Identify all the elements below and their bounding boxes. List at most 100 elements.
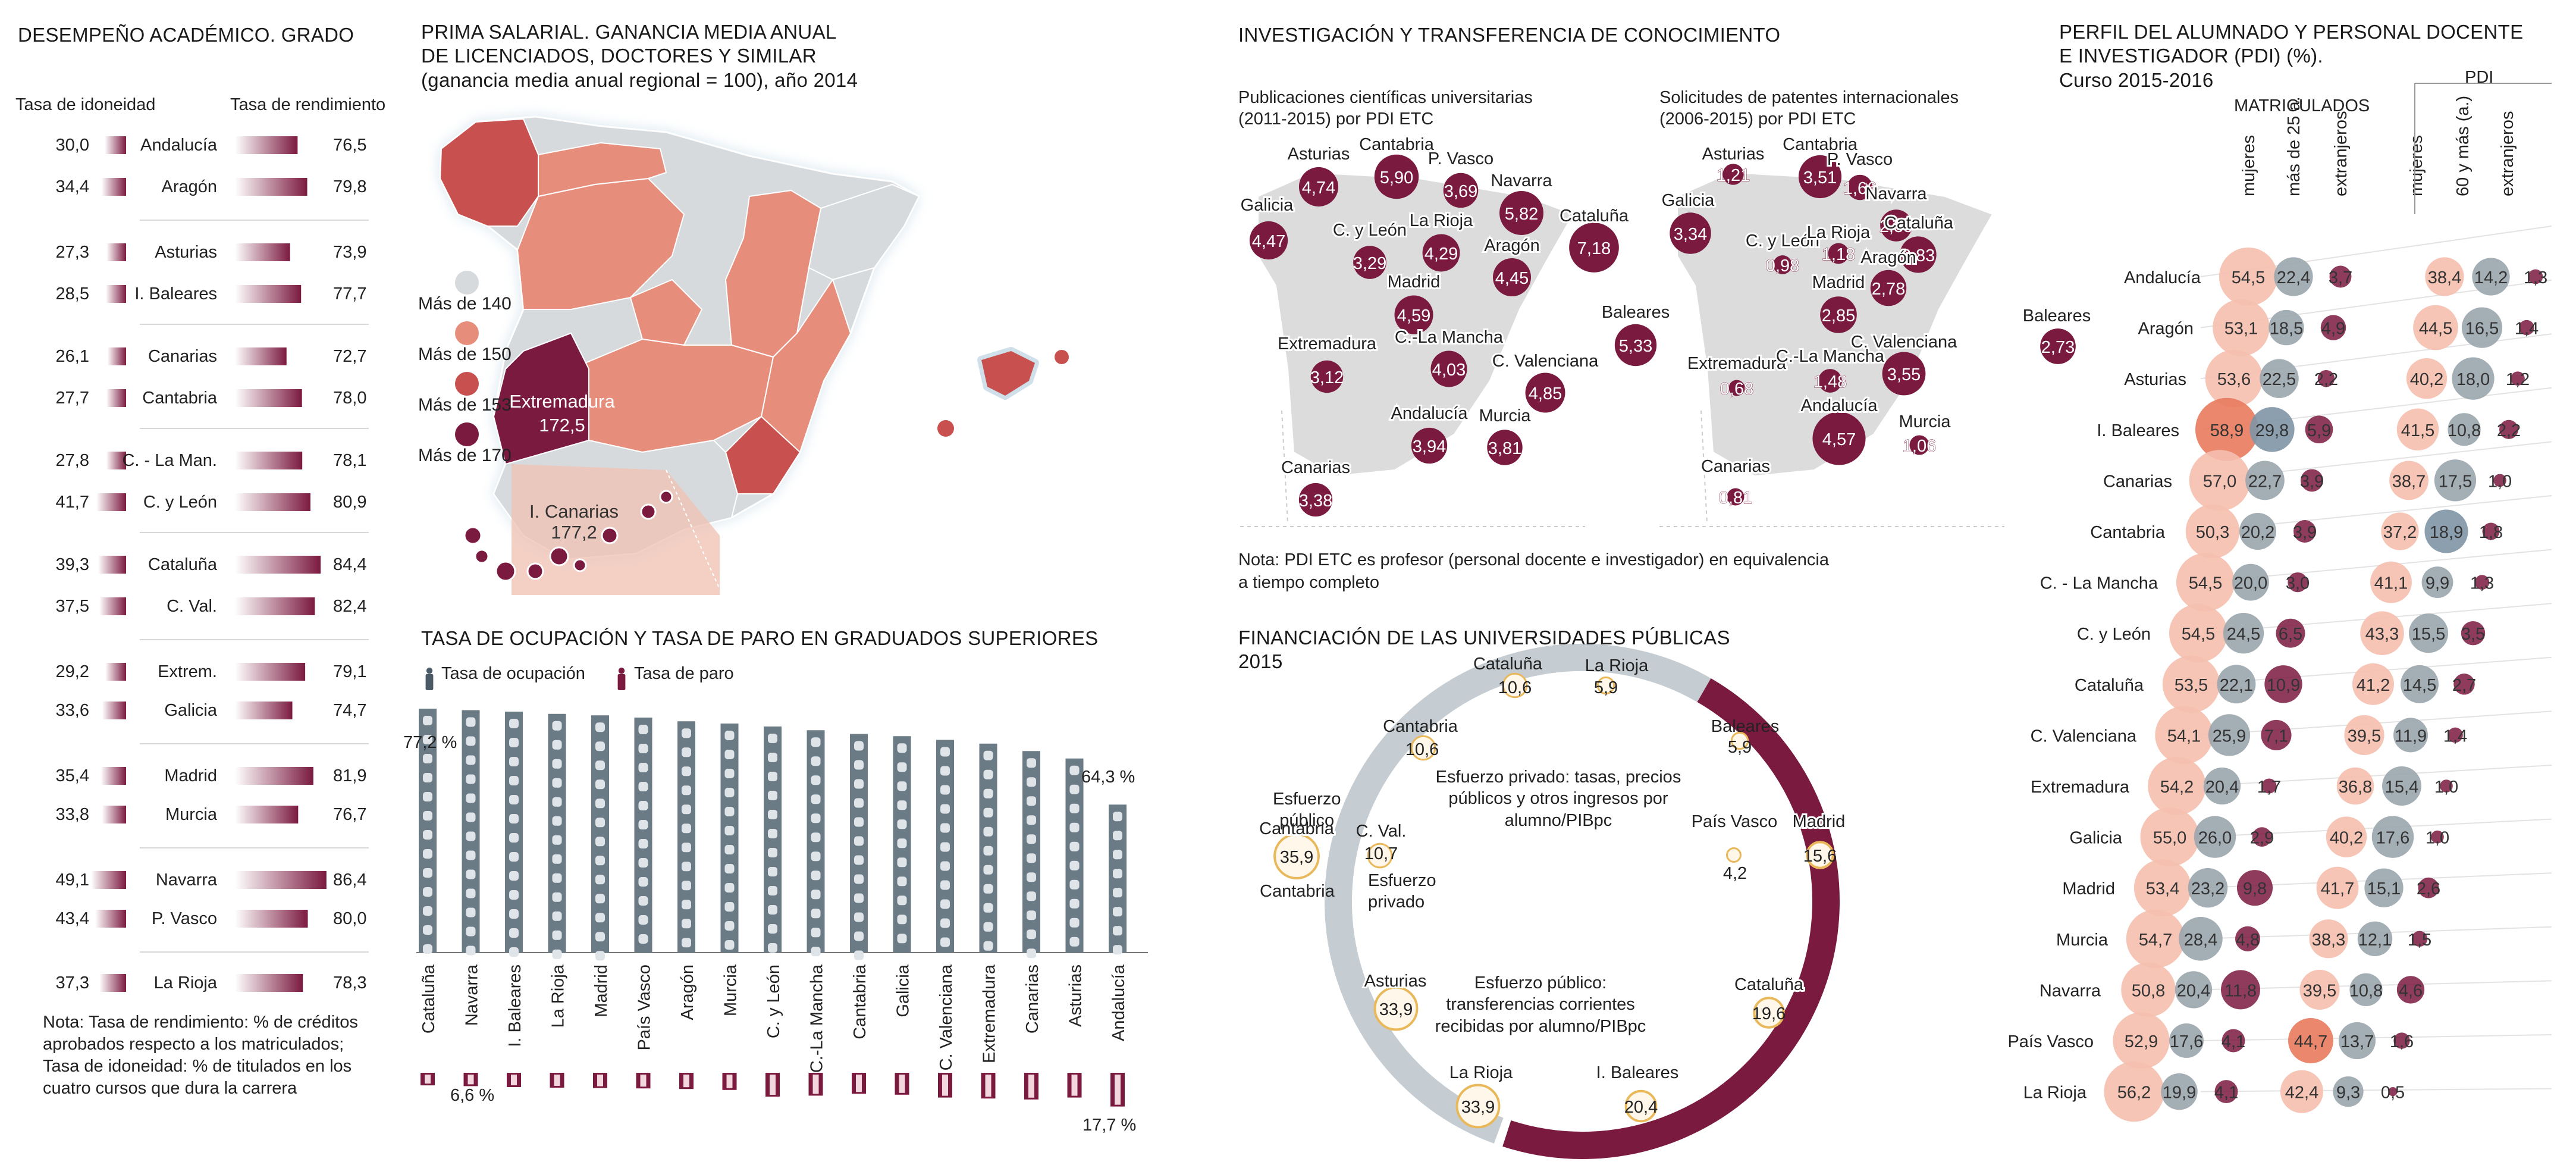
occupation-bar-texture [423, 944, 432, 954]
public-effort-arc [1502, 678, 1840, 1159]
profile-bubble-chart: mujeres más de 25 a. extranjeros mujeres 60 … [2007, 83, 2552, 1122]
occupation-bar-texture [1027, 758, 1036, 768]
profile-value: 1,5 [2408, 931, 2431, 950]
occupation-bar-texture [466, 850, 476, 860]
occupation-bar-texture [638, 839, 648, 848]
profile-gridline [2200, 1088, 2552, 1092]
s1-col2-header: Tasa de rendimiento [230, 95, 386, 114]
profile-region-label: Andalucía [2124, 268, 2201, 287]
public-point-value: 15,6 [1803, 847, 1837, 866]
idoneidad-bar [99, 974, 126, 992]
profile-value: 54,2 [2160, 778, 2194, 797]
profile-column-header: mujeres [2407, 135, 2426, 196]
occupation-bar-texture [682, 862, 691, 872]
region-label: Asturias [155, 243, 217, 262]
s1-note: Nota: Tasa de rendimiento: % de créditos… [43, 1013, 358, 1098]
occupation-bar-texture [423, 792, 432, 801]
publication-value: 4,03 [1432, 361, 1466, 380]
rendimiento-value: 76,5 [333, 136, 366, 155]
profile-bubble [2528, 269, 2543, 284]
patent-value: 2,85 [1822, 306, 1855, 325]
occupation-bar-texture [811, 851, 821, 862]
occupation-bar-texture [1113, 926, 1122, 936]
occupation-bar-texture [552, 930, 562, 940]
region-label: Canarias [148, 347, 217, 366]
profile-region-label: Extremadura [2031, 778, 2130, 797]
profile-value: 18,0 [2456, 370, 2490, 389]
occupation-bar-texture [1027, 872, 1036, 882]
occupation-bar-texture [638, 877, 648, 887]
profile-bubble [2452, 357, 2495, 400]
profile-value: 38,4 [2428, 268, 2461, 287]
occupation-bar-texture [768, 943, 777, 953]
occupation-bar-texture [466, 945, 476, 956]
profile-value: 3,5 [2461, 625, 2485, 644]
profile-bubble [2219, 247, 2278, 306]
profile-bubble [2474, 575, 2490, 590]
profile-bubble [2288, 1018, 2333, 1063]
publication-region-label: Andalucía [1391, 404, 1469, 423]
profile-bubble [2261, 778, 2277, 794]
profile-bubble [2133, 859, 2192, 917]
s2-title: PRIMA SALARIAL. GANANCIA MEDIA ANUAL DE … [421, 21, 858, 91]
profile-bubble [2126, 909, 2185, 969]
occupation-bar-texture [423, 811, 432, 821]
profile-value: 16,5 [2465, 320, 2499, 339]
occupation-bar-texture [897, 876, 907, 887]
profile-value: 1,4 [2515, 320, 2539, 339]
occupation-bar [720, 724, 739, 953]
s3-title: TASA DE OCUPACIÓN Y TASA DE PARO EN GRAD… [421, 627, 1099, 649]
occupation-bar-texture [854, 931, 864, 941]
s3-legend-unemployment: Tasa de paro [634, 664, 734, 683]
rendimiento-value: 80,0 [333, 909, 366, 928]
idoneidad-bar [105, 136, 126, 154]
occupation-bar-texture [509, 738, 519, 747]
profile-column-header: mujeres [2239, 135, 2258, 196]
canarias-island [463, 526, 482, 545]
rendimiento-bar [235, 243, 290, 261]
idoneidad-value: 26,1 [56, 347, 89, 366]
occupation-bar-texture [1113, 812, 1122, 822]
profile-bubble [2421, 566, 2453, 599]
idoneidad-value: 35,4 [56, 766, 89, 785]
unemployment-bar-texture [554, 1075, 560, 1086]
publication-region-label: Murcia [1479, 406, 1531, 425]
occupation-bar-texture [552, 778, 562, 788]
occupation-bar-texture [940, 880, 950, 890]
occupation-bar-texture [983, 884, 993, 894]
private-point-marker [1410, 735, 1436, 761]
occupation-bar-texture [638, 725, 648, 734]
profile-bubble [2349, 973, 2383, 1007]
legend-dot [455, 271, 479, 295]
publication-region-label: C.-La Mancha [1395, 328, 1504, 347]
region-label: Andalucía [140, 136, 218, 155]
rendimiento-bar [235, 871, 327, 889]
rendimiento-value: 78,3 [333, 973, 366, 992]
patent-region-label: Asturias [1702, 145, 1765, 164]
private-point-marker [1730, 731, 1749, 750]
occupation-bar-texture [811, 947, 821, 957]
occupation-bar-texture [1027, 777, 1036, 787]
profile-bubble [2364, 868, 2404, 907]
s3-legend-occupation: Tasa de ocupación [441, 664, 585, 683]
patent-value: 2,78 [1872, 280, 1905, 299]
profile-bubble [2360, 611, 2404, 656]
occupation-bar-texture [1027, 834, 1036, 844]
profile-bubble [2162, 655, 2220, 713]
publication-value: 3,81 [1488, 439, 1521, 458]
occupation-bar-texture [897, 857, 907, 868]
profile-bubble [2370, 561, 2412, 603]
public-point-marker [1455, 1084, 1501, 1129]
profile-bubble [2274, 257, 2313, 296]
occupation-bar-texture [423, 925, 432, 935]
publication-region-label: La Rioja [1410, 211, 1473, 230]
occupation-bar-texture [509, 890, 519, 900]
region-cataluna [808, 183, 920, 281]
occupation-bar-texture [682, 747, 691, 757]
s4-pub-title: Publicaciones científicas universitarias… [1238, 88, 1533, 129]
occupation-bar-texture [552, 740, 562, 750]
occupation-bar-texture [595, 875, 605, 885]
s6-group-matriculados: MATRICULADOS [2234, 96, 2370, 115]
profile-value: 10,8 [2349, 981, 2383, 1000]
occupation-bar-texture [509, 795, 519, 804]
